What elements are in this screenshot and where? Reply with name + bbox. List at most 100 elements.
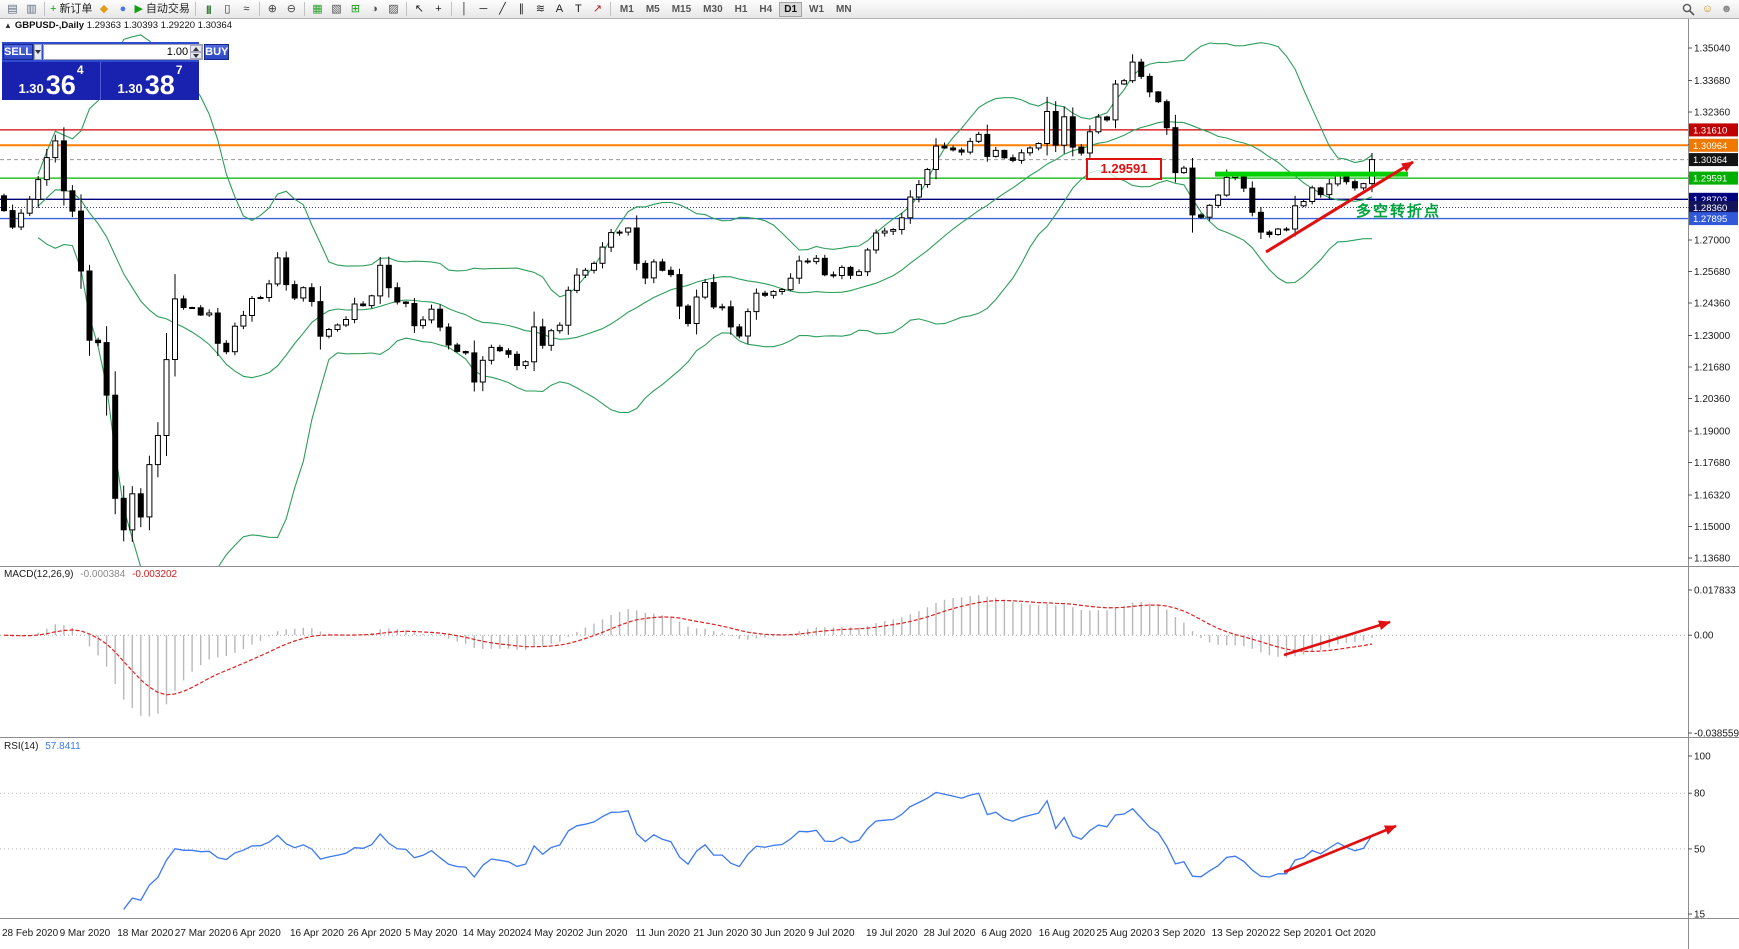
bar-chart-icon[interactable]: ||| xyxy=(199,1,218,18)
crosshair-icon: + xyxy=(435,2,442,15)
svg-text:1.23000: 1.23000 xyxy=(1694,331,1731,342)
svg-text:6 Aug 2020: 6 Aug 2020 xyxy=(981,928,1032,939)
toolbox-icon[interactable]: ▤ xyxy=(3,1,22,18)
svg-text:1.28703: 1.28703 xyxy=(1693,195,1727,206)
equidistant-channel-icon[interactable]: ∥ xyxy=(512,1,531,18)
mql5-community-icon[interactable]: ◆ xyxy=(94,1,113,18)
zoom-in-icon[interactable]: ⊕ xyxy=(263,1,282,18)
trendline-icon[interactable]: ╱ xyxy=(493,1,512,18)
svg-text:27 Mar 2020: 27 Mar 2020 xyxy=(175,928,232,939)
timeframe-h1-button[interactable]: H1 xyxy=(730,2,753,17)
price-annotation-box[interactable]: 1.29591 xyxy=(1086,158,1162,180)
rsi-panel[interactable] xyxy=(0,791,1688,910)
new-order-button[interactable]: + 新订单 xyxy=(48,1,94,18)
vertical-line-icon[interactable]: │ xyxy=(455,1,474,18)
svg-text:1.30964: 1.30964 xyxy=(1693,141,1727,152)
line-chart-icon[interactable]: ≈ xyxy=(237,1,256,18)
help-icon[interactable]: ☻ xyxy=(1717,1,1736,18)
timeframe-m15-button[interactable]: M15 xyxy=(667,2,696,17)
timeframe-w1-button[interactable]: W1 xyxy=(804,2,829,17)
vertical-line-icon: │ xyxy=(460,2,468,15)
svg-text:21 Jun 2020: 21 Jun 2020 xyxy=(693,928,748,939)
rsi-value: 57.8411 xyxy=(45,741,81,752)
lot-size-input[interactable] xyxy=(44,45,191,59)
svg-text:1.19000: 1.19000 xyxy=(1694,427,1731,438)
trend-arrow-macd[interactable] xyxy=(1283,620,1391,657)
trend-arrow-main[interactable] xyxy=(1265,160,1414,254)
bar-chart-icon: ||| xyxy=(206,3,211,14)
svg-text:24 May 2020: 24 May 2020 xyxy=(520,928,578,939)
svg-text:1.15000: 1.15000 xyxy=(1694,522,1731,533)
user-profile-icon[interactable]: ● xyxy=(113,1,132,18)
svg-text:14 May 2020: 14 May 2020 xyxy=(463,928,521,939)
toolbar-separator xyxy=(609,2,611,16)
svg-text:1.30364: 1.30364 xyxy=(1693,155,1727,166)
horizontal-line-icon: ─ xyxy=(479,2,488,15)
svg-text:26 Apr 2020: 26 Apr 2020 xyxy=(348,928,402,939)
svg-text:22 Sep 2020: 22 Sep 2020 xyxy=(1269,928,1326,939)
trend-arrow-rsi[interactable] xyxy=(1283,824,1397,874)
lot-decrease-button[interactable] xyxy=(190,52,203,59)
buy-price-display[interactable]: 1.30 38 7 xyxy=(101,62,199,100)
buy-price-sup: 7 xyxy=(175,63,183,77)
lot-increase-button[interactable] xyxy=(190,45,203,52)
price-axis[interactable]: 1.350401.336801.323601.310001.296801.283… xyxy=(1688,44,1739,921)
search-icon[interactable] xyxy=(1679,1,1698,18)
smiley-icon[interactable]: ☺ xyxy=(1698,1,1717,18)
turning-point-text[interactable]: 多空转折点 xyxy=(1356,203,1442,220)
text-tool-icon[interactable]: A xyxy=(550,1,569,18)
timeframe-mn-button[interactable]: MN xyxy=(831,2,857,17)
arrows-tool-icon: ↗ xyxy=(592,2,603,15)
rsi-name: RSI(14) xyxy=(4,741,39,752)
order-type-dropdown[interactable] xyxy=(34,44,43,60)
svg-text:1.17680: 1.17680 xyxy=(1694,458,1731,469)
cascade-windows-icon[interactable]: ▧ xyxy=(327,1,346,18)
help-icon: ☻ xyxy=(1720,2,1733,15)
arrows-tool-icon[interactable]: ↗ xyxy=(588,1,607,18)
data-window-icon: ▥ xyxy=(26,2,37,15)
sell-price-display[interactable]: 1.30 36 4 xyxy=(2,62,100,100)
candlestick-chart-icon[interactable]: ▯ xyxy=(218,1,237,18)
zoom-out-icon[interactable]: ⊖ xyxy=(282,1,301,18)
timeframe-m1-button[interactable]: M1 xyxy=(615,2,639,17)
toolbar-separator xyxy=(450,2,452,16)
timeframe-h4-button[interactable]: H4 xyxy=(754,2,777,17)
indicators-icon[interactable]: ⊞ xyxy=(346,1,365,18)
svg-text:1.25680: 1.25680 xyxy=(1694,267,1731,278)
svg-text:50: 50 xyxy=(1694,844,1706,855)
templates-icon[interactable]: ▨ xyxy=(384,1,403,18)
macd-panel[interactable] xyxy=(0,595,1688,717)
macd-value-main: -0.000384 xyxy=(80,569,126,580)
horizontal-line-icon[interactable]: ─ xyxy=(474,1,493,18)
timeframe-m30-button[interactable]: M30 xyxy=(698,2,727,17)
svg-text:100: 100 xyxy=(1694,752,1711,763)
user-profile-icon: ● xyxy=(119,2,127,15)
tile-windows-icon[interactable]: ▦ xyxy=(308,1,327,18)
templates-icon: ▨ xyxy=(388,2,399,15)
time-axis[interactable]: 28 Feb 2020 9 Mar 2020 18 Mar 2020 27 Mar 2… xyxy=(2,928,1376,939)
crosshair-icon[interactable]: + xyxy=(429,1,448,18)
svg-text:16 Aug 2020: 16 Aug 2020 xyxy=(1039,928,1096,939)
toolbox-icon: ▤ xyxy=(7,2,18,15)
sell-button[interactable]: SELL xyxy=(3,44,34,60)
cursor-icon[interactable]: ↖ xyxy=(410,1,429,18)
auto-trading-button[interactable]: ▶ 自动交易 xyxy=(132,1,191,18)
timeframe-d1-button[interactable]: D1 xyxy=(779,1,803,17)
buy-price-big: 38 xyxy=(144,69,175,100)
svg-text:1.13680: 1.13680 xyxy=(1694,554,1731,565)
buy-button[interactable]: BUY xyxy=(204,44,230,60)
svg-text:25 Aug 2020: 25 Aug 2020 xyxy=(1096,928,1153,939)
text-tool-icon: A xyxy=(555,2,564,15)
data-window-icon[interactable]: ▥ xyxy=(22,1,41,18)
panel-separators xyxy=(0,19,1739,949)
macd-name: MACD(12,26,9) xyxy=(4,569,74,580)
fibonacci-icon[interactable]: ≋ xyxy=(531,1,550,18)
equidistant-channel-icon: ∥ xyxy=(518,2,525,15)
timeframe-m5-button[interactable]: M5 xyxy=(641,2,665,17)
toolbar-separator xyxy=(303,2,305,16)
text-label-icon[interactable]: T xyxy=(569,1,588,18)
price-chart[interactable] xyxy=(0,34,1688,585)
drawing-objects[interactable] xyxy=(1215,160,1414,874)
periods-icon[interactable]: ◑ xyxy=(365,1,384,18)
